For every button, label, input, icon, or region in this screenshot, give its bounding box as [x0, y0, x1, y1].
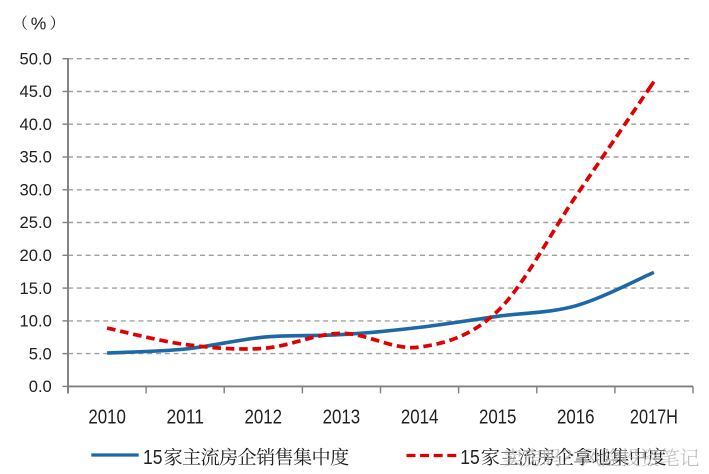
svg-text:15: 15 — [143, 447, 163, 469]
svg-text:15: 15 — [460, 447, 480, 469]
svg-text:45.0: 45.0 — [20, 82, 52, 101]
svg-text:2014: 2014 — [401, 406, 439, 428]
svg-text:2010: 2010 — [88, 406, 126, 428]
svg-text:0.0: 0.0 — [29, 377, 52, 396]
svg-text:15.0: 15.0 — [20, 279, 52, 298]
svg-text:%: % — [31, 13, 47, 33]
svg-text:5.0: 5.0 — [29, 344, 52, 363]
svg-text:10.0: 10.0 — [20, 312, 52, 331]
svg-text:50.0: 50.0 — [20, 49, 52, 68]
svg-text:2015: 2015 — [479, 406, 517, 428]
svg-text:2011: 2011 — [166, 406, 204, 428]
svg-text:20.0: 20.0 — [20, 246, 52, 265]
svg-text:30.0: 30.0 — [20, 181, 52, 200]
svg-text:2013: 2013 — [323, 406, 361, 428]
svg-text:2016: 2016 — [557, 406, 595, 428]
svg-text:40.0: 40.0 — [20, 115, 52, 134]
svg-text:35.0: 35.0 — [20, 148, 52, 167]
svg-text:2017H: 2017H — [630, 406, 678, 428]
svg-text:25.0: 25.0 — [20, 213, 52, 232]
svg-text:2012: 2012 — [245, 406, 283, 428]
